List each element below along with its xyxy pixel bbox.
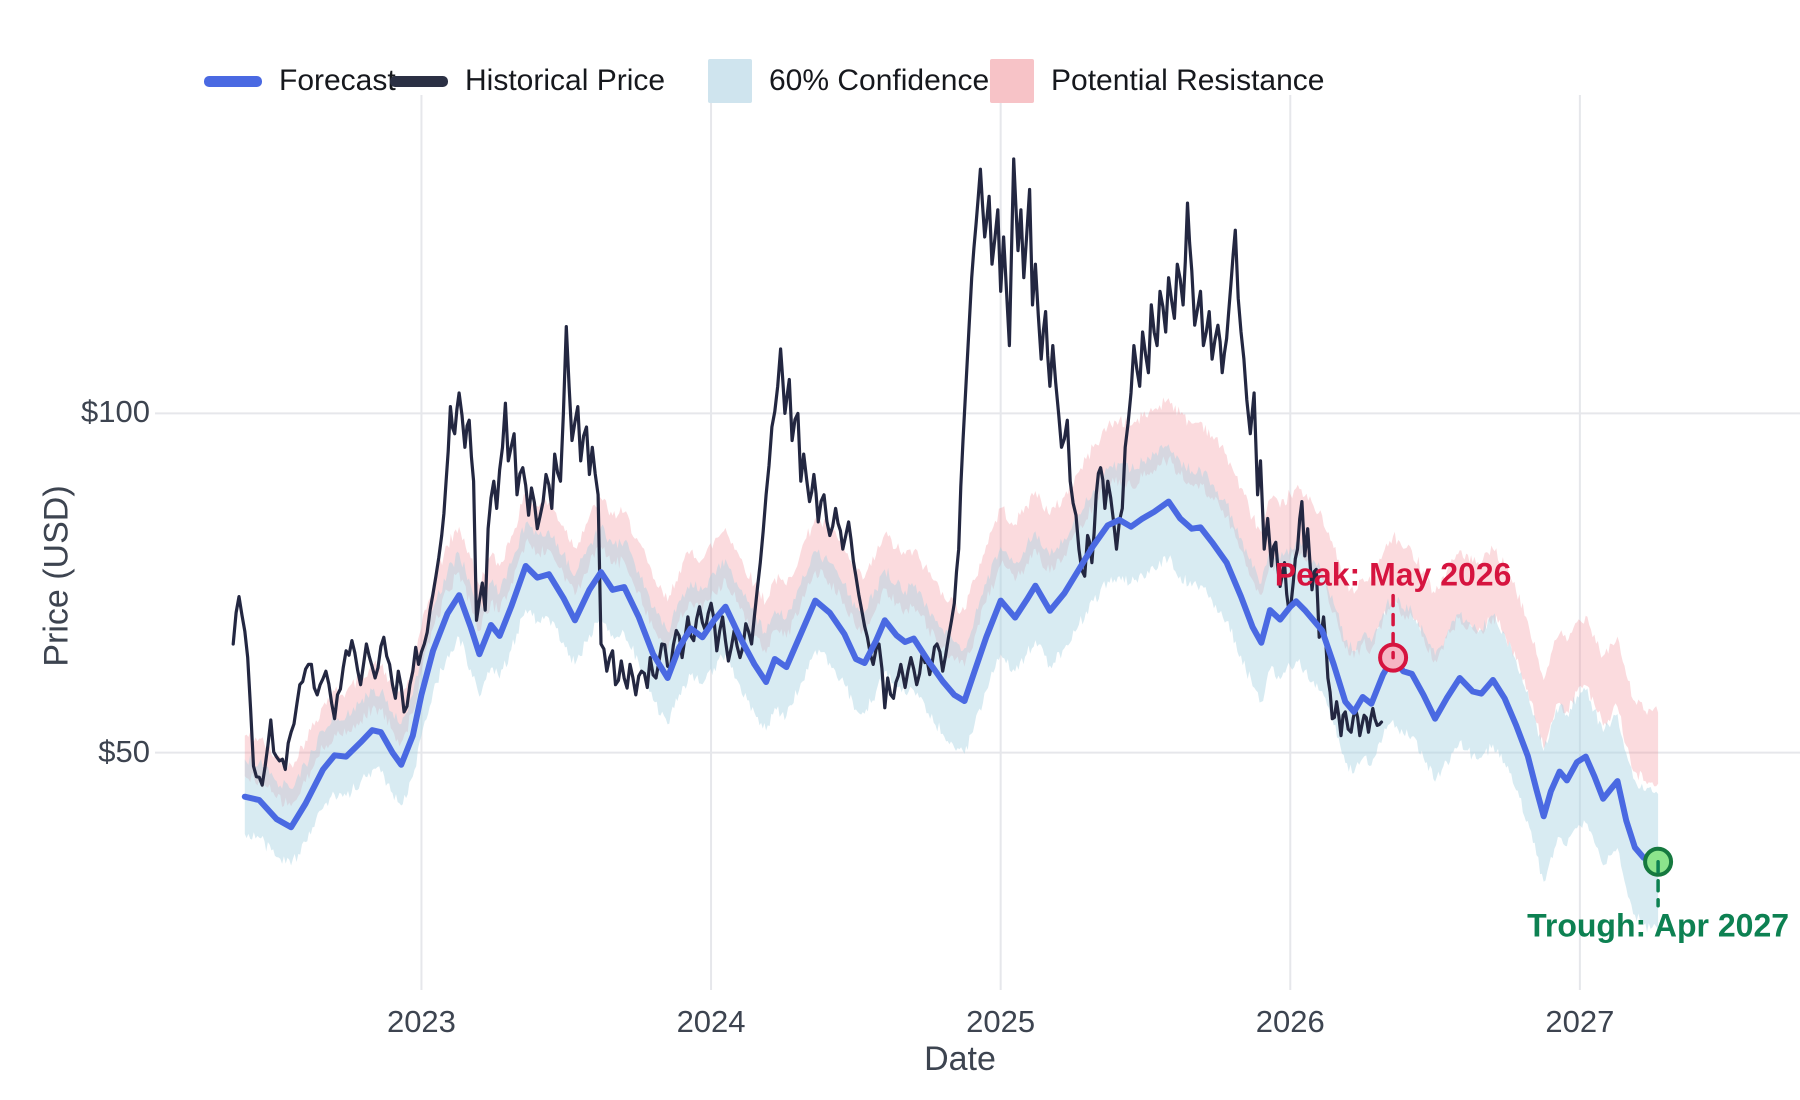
peak-annotation-label: Peak: May 2026 xyxy=(1274,556,1512,593)
y-axis-title: Price (USD) xyxy=(37,485,76,667)
trough-annotation-label: Trough: Apr 2027 xyxy=(1527,907,1790,944)
x-tick-2026: 2026 xyxy=(1255,1004,1325,1039)
legend-label-forecast: Forecast xyxy=(279,64,396,97)
forecast-line xyxy=(241,498,1662,865)
x-axis-title: Date xyxy=(924,1040,996,1078)
x-tick-2024: 2024 xyxy=(676,1004,746,1039)
x-tick-2027: 2027 xyxy=(1545,1004,1615,1039)
historical-price-line xyxy=(231,157,1384,787)
legend-label-historical: Historical Price xyxy=(465,64,666,97)
legend-swatch-resistance xyxy=(990,59,1034,103)
y-tick-50: $50 xyxy=(98,733,150,769)
y-tick-100: $100 xyxy=(81,394,150,430)
resistance-band xyxy=(244,397,1659,807)
x-tick-2023: 2023 xyxy=(386,1004,456,1039)
legend-swatch-historical xyxy=(390,75,448,87)
legend-label-confidence: 60% Confidence xyxy=(769,64,990,97)
legend-swatch-confidence xyxy=(708,59,752,103)
legend-item-resistance[interactable]: Potential Resistance xyxy=(990,58,1325,104)
legend-item-historical[interactable]: Historical Price xyxy=(390,58,665,104)
legend-label-resistance: Potential Resistance xyxy=(1051,64,1325,97)
legend-item-confidence[interactable]: 60% Confidence xyxy=(708,58,989,104)
legend-item-forecast[interactable]: Forecast xyxy=(204,58,396,104)
x-tick-2025: 2025 xyxy=(966,1004,1036,1039)
legend-swatch-forecast xyxy=(204,75,262,87)
